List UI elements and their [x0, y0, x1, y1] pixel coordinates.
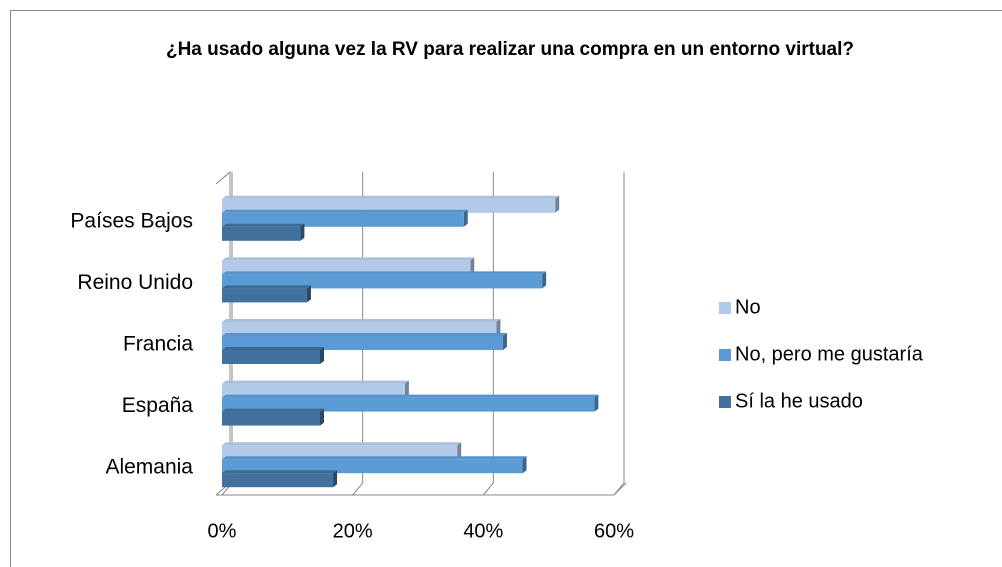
bar-side [333, 470, 338, 488]
bar-top [222, 195, 560, 199]
bar [222, 288, 307, 303]
y-tick-label: Países Bajos [70, 209, 193, 232]
bar [222, 445, 458, 460]
y-tick-label: Reino Unido [77, 271, 193, 294]
bar-top [222, 285, 311, 289]
y-tick-label: Alemania [105, 456, 193, 479]
bar [222, 198, 556, 213]
bar-top [222, 442, 462, 446]
y-tick-label: Francia [123, 333, 193, 356]
legend-label: No, pero me gustaría [735, 343, 924, 365]
bar-top [222, 333, 507, 336]
bar-side [300, 223, 305, 241]
bar [222, 473, 334, 488]
x-tick-label: 60% [594, 520, 634, 542]
grid-line [613, 172, 625, 496]
bar-top [222, 271, 547, 275]
bar [222, 350, 320, 364]
legend-swatch [719, 349, 731, 361]
chart-title: ¿Ha usado alguna vez la RV para realizar… [165, 39, 855, 60]
bar [222, 274, 543, 289]
legend-swatch [719, 396, 731, 408]
bar-side [594, 394, 599, 412]
bar-top [222, 319, 501, 322]
bar-top [222, 257, 475, 261]
bar [222, 459, 523, 474]
bar-side [522, 456, 527, 474]
bar [222, 336, 503, 350]
bar-side [306, 285, 311, 303]
bar-top [222, 456, 527, 460]
x-tick-label: 20% [333, 520, 373, 542]
bar [222, 260, 471, 275]
bar-side [404, 380, 409, 398]
chart-border [10, 10, 1002, 567]
bar-side [496, 319, 501, 336]
bar-top [222, 209, 468, 213]
bar [222, 411, 320, 426]
x-tick-label: 0% [208, 520, 237, 542]
legend-label: No [735, 296, 761, 318]
bar [222, 226, 301, 241]
bar [222, 383, 405, 398]
bar-top [222, 408, 324, 412]
bar-top [222, 470, 338, 474]
legend-swatch [719, 302, 731, 314]
bar-top [222, 347, 324, 350]
bar-side [470, 257, 475, 275]
bar-side [555, 195, 560, 213]
bar-top [222, 223, 305, 227]
y-tick-label: España [122, 394, 194, 417]
legend-label: Sí la he usado [735, 390, 863, 412]
bar-side [463, 209, 468, 227]
bar-side [502, 333, 507, 350]
bar-side [320, 347, 324, 364]
bar-side [542, 271, 547, 289]
bar [222, 322, 497, 336]
bar [222, 212, 464, 227]
bar-side [320, 408, 324, 426]
bar [222, 397, 595, 412]
bar-top [222, 380, 409, 384]
bar-top [222, 394, 599, 398]
x-tick-label: 40% [463, 520, 503, 542]
bar-side [457, 442, 462, 460]
